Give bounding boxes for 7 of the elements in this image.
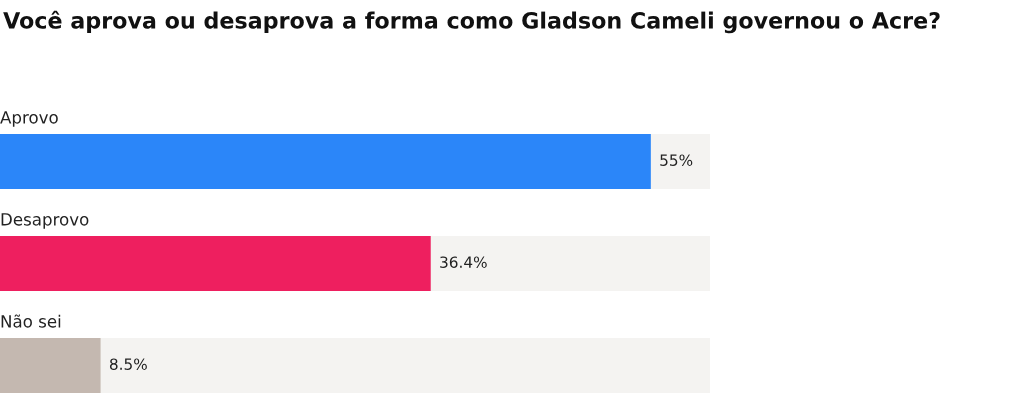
y-tick-label: Não sei <box>1 314 61 328</box>
data-label: 55% <box>660 154 693 166</box>
chart-title: Você aprova ou desaprova a forma como Gladson Cameli governou o Acre? <box>3 10 940 34</box>
y-tick-label: Aprovo <box>0 111 58 127</box>
data-label: 36.4% <box>440 256 487 268</box>
data-label: 8.5% <box>109 358 147 370</box>
y-tick-label: Desaprovo <box>1 213 89 229</box>
